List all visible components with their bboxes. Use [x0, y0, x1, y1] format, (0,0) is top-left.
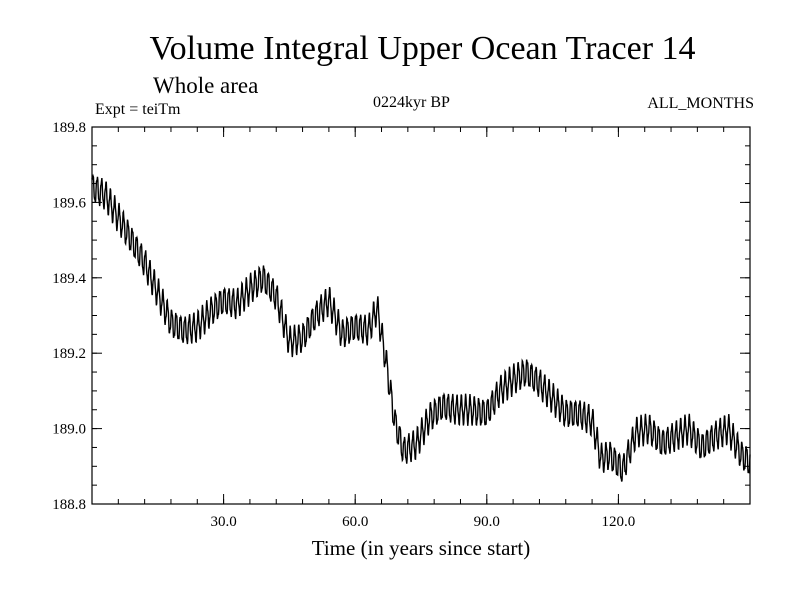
- x-axis-title: Time (in years since start): [312, 536, 531, 560]
- x-tick-label: 60.0: [342, 514, 368, 530]
- y-tick-label: 189.4: [52, 271, 86, 287]
- chart-subtitle: Whole area: [153, 73, 259, 98]
- x-tick-label: 120.0: [602, 514, 636, 530]
- months-label: ALL_MONTHS: [647, 95, 754, 112]
- y-tick-label: 189.6: [52, 195, 86, 211]
- series-line: [91, 173, 751, 482]
- axis-labels: 188.8 189.0 189.2 189.4 189.6 189.8 30.0 60.0 90…: [52, 120, 635, 530]
- x-tick-label: 30.0: [210, 514, 236, 530]
- plot-frame: [91, 126, 751, 505]
- x-tick-label: 90.0: [474, 514, 500, 530]
- y-tick-label: 188.8: [52, 497, 86, 513]
- y-tick-label: 189.2: [52, 346, 86, 362]
- experiment-label: Expt = teiTm: [95, 101, 181, 118]
- y-tick-label: 189.8: [52, 120, 86, 136]
- period-label: 0224kyr BP: [373, 94, 450, 111]
- y-tick-label: 189.0: [52, 422, 86, 438]
- axis-ticks: [92, 126, 750, 505]
- chart-title: Volume Integral Upper Ocean Tracer 14: [149, 30, 696, 67]
